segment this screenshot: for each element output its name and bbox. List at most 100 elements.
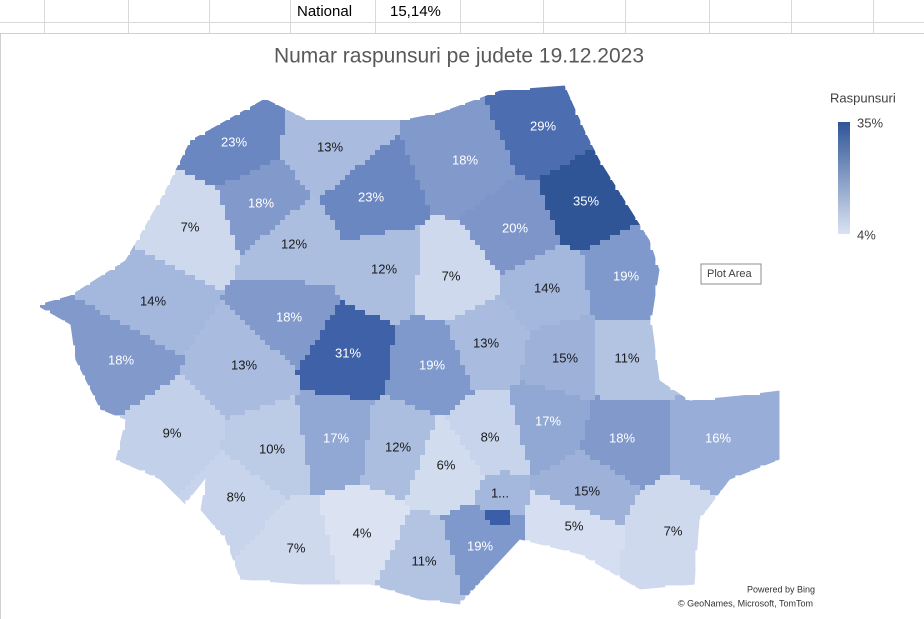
county-cell xyxy=(480,245,486,251)
county-cell xyxy=(555,195,561,201)
county-cell xyxy=(530,200,536,206)
county-cell xyxy=(140,335,146,341)
county-cell xyxy=(425,320,431,326)
county-cell xyxy=(115,280,121,286)
county-cell xyxy=(540,310,546,316)
county-cell xyxy=(510,325,516,331)
county-cell xyxy=(580,260,586,266)
county-cell xyxy=(510,300,516,306)
county-cell xyxy=(465,120,471,126)
county-cell xyxy=(225,155,231,161)
county-cell xyxy=(460,300,466,306)
county-cell xyxy=(120,350,126,356)
county-cell xyxy=(350,180,356,186)
county-cell xyxy=(370,225,376,231)
county-cell xyxy=(425,195,431,201)
county-cell xyxy=(165,215,171,221)
county-cell xyxy=(625,280,631,286)
county-cell xyxy=(290,305,296,311)
county-cell xyxy=(640,310,646,316)
county-cell xyxy=(345,165,351,171)
county-cell xyxy=(420,180,426,186)
county-cell xyxy=(300,225,306,231)
county-cell xyxy=(450,285,456,291)
county-cell xyxy=(310,195,316,201)
county-cell xyxy=(455,320,461,326)
county-cell xyxy=(635,285,641,291)
county-cell xyxy=(160,300,166,306)
county-cell xyxy=(620,335,626,341)
county-cell xyxy=(610,320,616,326)
county-cell xyxy=(560,275,566,281)
county-cell xyxy=(640,350,646,356)
county-cell xyxy=(440,210,446,216)
county-cell xyxy=(350,300,356,306)
county-cell xyxy=(235,120,241,126)
county-cell xyxy=(590,235,596,241)
county-cell xyxy=(370,285,376,291)
county-cell xyxy=(125,275,131,281)
county-cell xyxy=(230,240,236,246)
county-cell xyxy=(240,220,246,226)
county-cell xyxy=(165,220,171,226)
county-cell xyxy=(590,215,596,221)
county-cell xyxy=(150,245,156,251)
county-cell xyxy=(365,145,371,151)
county-cell xyxy=(645,280,651,286)
county-cell xyxy=(615,330,621,336)
county-cell xyxy=(580,200,586,206)
county-cell xyxy=(90,315,96,321)
county-cell xyxy=(100,320,106,326)
county-cell xyxy=(245,325,251,331)
county-cell xyxy=(645,350,651,356)
county-cell xyxy=(630,240,636,246)
county-cell xyxy=(175,345,181,351)
county-cell xyxy=(330,325,336,331)
county-cell xyxy=(565,155,571,161)
county-cell xyxy=(610,315,616,321)
county-cell xyxy=(70,320,76,326)
county-cell xyxy=(200,255,206,261)
county-cell xyxy=(445,215,451,221)
county-cell xyxy=(300,170,306,176)
county-cell xyxy=(555,280,561,286)
county-cell xyxy=(560,190,566,196)
county-cell xyxy=(625,305,631,311)
county-cell xyxy=(150,345,156,351)
county-cell xyxy=(345,315,351,321)
county-cell xyxy=(200,150,206,156)
county-cell xyxy=(565,260,571,266)
county-cell xyxy=(455,280,461,286)
county-cell xyxy=(600,300,606,306)
county-cell xyxy=(425,210,431,216)
county-cell xyxy=(420,235,426,241)
cell-text[interactable]: National xyxy=(297,3,352,20)
county-cell xyxy=(625,245,631,251)
county-cell xyxy=(525,120,531,126)
county-cell xyxy=(145,275,151,281)
county-cell xyxy=(205,215,211,221)
county-cell xyxy=(290,140,296,146)
county-cell xyxy=(585,165,591,171)
county-cell xyxy=(540,320,546,326)
county-cell xyxy=(215,210,221,216)
county-cell xyxy=(470,195,476,201)
county-cell xyxy=(320,170,326,176)
county-cell xyxy=(545,140,551,146)
county-cell xyxy=(355,270,361,276)
county-cell xyxy=(465,225,471,231)
county-cell xyxy=(465,195,471,201)
cell-text[interactable]: 15,14% xyxy=(390,3,441,20)
county-cell xyxy=(470,145,476,151)
county-cell xyxy=(350,310,356,316)
county-cell xyxy=(240,210,246,216)
county-cell xyxy=(235,340,241,346)
county-cell xyxy=(210,280,216,286)
county-cell xyxy=(425,155,431,161)
county-cell xyxy=(460,255,466,261)
county-cell xyxy=(310,285,316,291)
county-cell xyxy=(160,265,166,271)
county-cell xyxy=(465,285,471,291)
county-cell xyxy=(405,320,411,326)
county-cell xyxy=(200,270,206,276)
